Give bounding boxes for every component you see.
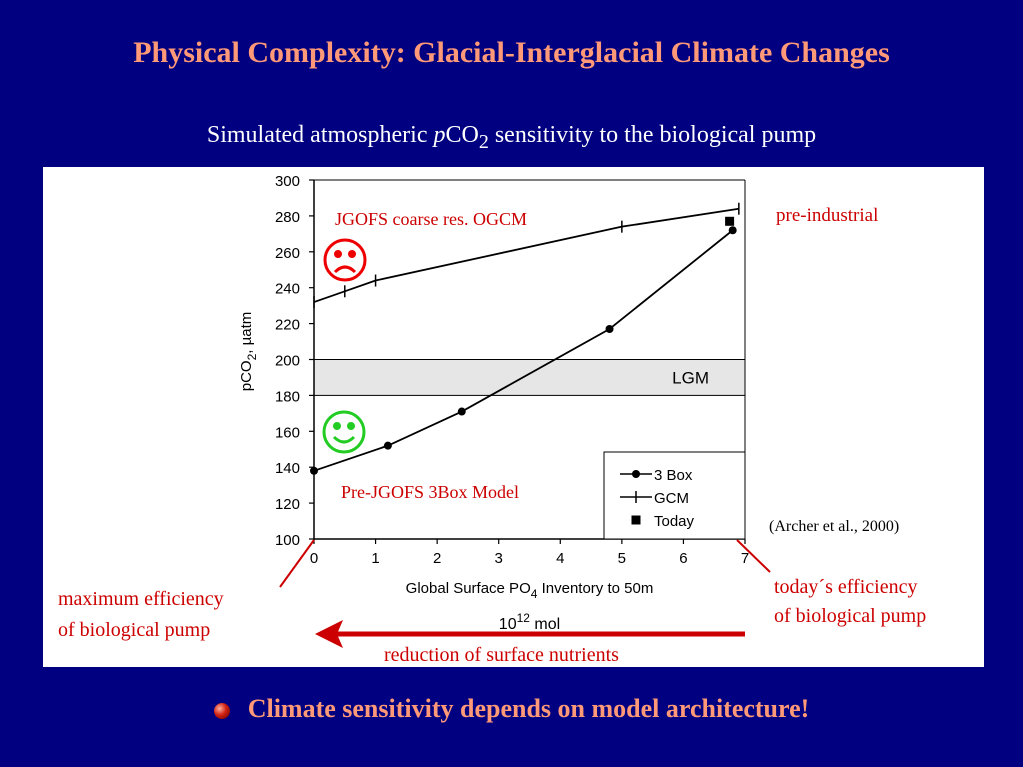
legend-box <box>603 451 746 540</box>
x-axis-title: Global Surface PO4 Inventory to 50m <box>406 580 654 601</box>
box-model-label: Pre-JGOFS 3Box Model <box>341 482 519 502</box>
legend-label-today: Today <box>654 513 695 530</box>
x-tick-label: 3 <box>495 550 503 567</box>
y-tick-label: 120 <box>275 496 300 513</box>
point-3-box <box>383 441 392 450</box>
y-axis-title-sub: 2 <box>245 353 259 360</box>
point-today <box>725 216 735 226</box>
happy-face-icon <box>322 410 366 454</box>
x-axis-title-suffix: Inventory to 50m <box>537 580 653 597</box>
x-axis-unit-sup: 12 <box>517 611 531 625</box>
y-axis-title-main: pCO <box>238 360 255 391</box>
subtitle-italic: p <box>433 122 446 148</box>
y-tick-label: 140 <box>275 460 300 477</box>
max-efficiency-label-2: of biological pump <box>58 619 210 641</box>
red-ball-bullet-icon <box>213 703 230 720</box>
x-tick-label: 6 <box>679 550 687 567</box>
x-tick-label: 2 <box>433 550 441 567</box>
max-efficiency-label: maximum efficiency <box>58 588 224 610</box>
today-efficiency-pointer <box>736 539 771 573</box>
x-axis-unit-suffix: mol <box>530 616 560 633</box>
legend-marker-today <box>631 515 641 525</box>
x-axis-title-main: Global Surface PO <box>406 580 531 597</box>
legend-label-3-box: 3 Box <box>654 467 693 484</box>
x-tick-label: 5 <box>618 550 626 567</box>
point-3-box <box>457 407 466 416</box>
y-tick-label: 220 <box>275 317 300 334</box>
figure-panel: LGM 100 120 140 160 180 200 220 240 260 280 300 0 1 2… <box>43 167 984 667</box>
point-3-box <box>728 226 737 235</box>
conclusion-text: Climate sensitivity depends on model arc… <box>247 694 810 723</box>
y-axis-title-suffix: , µatm <box>238 312 255 354</box>
y-tick-label: 100 <box>275 532 300 549</box>
y-tick-label: 160 <box>275 424 300 441</box>
x-tick-label: 0 <box>310 550 318 567</box>
legend-label-gcm: GCM <box>654 490 689 507</box>
legend-marker-3-box <box>632 470 640 478</box>
citation-label: (Archer et al., 2000) <box>769 518 899 535</box>
x-tick-label: 7 <box>741 550 749 567</box>
subtitle-sub: 2 <box>478 130 489 153</box>
y-tick-label: 280 <box>275 209 300 226</box>
slide-title: Physical Complexity: Glacial-Interglacia… <box>133 36 890 69</box>
max-efficiency-pointer <box>279 539 315 588</box>
x-tick-label: 4 <box>556 550 564 567</box>
sad-face-icon <box>323 238 367 282</box>
today-efficiency-label: today´s efficiency <box>774 576 917 598</box>
y-tick-label: 300 <box>275 173 300 190</box>
today-efficiency-label-2: of biological pump <box>774 605 926 627</box>
y-tick-label: 200 <box>275 353 300 370</box>
reduction-label: reduction of surface nutrients <box>384 644 619 666</box>
x-axis-unit-base: 10 <box>499 616 517 633</box>
subtitle-prefix: Simulated atmospheric <box>206 122 434 148</box>
subtitle-suffix: sensitivity to the biological pump <box>488 122 817 148</box>
x-axis-title-sub: 4 <box>531 587 538 601</box>
y-axis-title: pCO2, µatm <box>238 312 259 392</box>
left-arrow-icon <box>315 620 745 648</box>
subtitle-chem: CO <box>445 122 479 148</box>
gcm-model-label: JGOFS coarse res. OGCM <box>335 209 527 229</box>
lgm-band-label: LGM <box>672 368 709 387</box>
lgm-band <box>313 359 746 396</box>
conclusion-line: Climate sensitivity depends on model arc… <box>0 694 1023 724</box>
y-tick-label: 260 <box>275 245 300 262</box>
slide-subtitle: Simulated atmospheric pCO2 sensitivity t… <box>0 122 1023 154</box>
x-axis-unit: 1012 mol <box>499 611 560 633</box>
point-3-box <box>605 324 614 333</box>
preindustrial-label: pre-industrial <box>776 205 878 226</box>
y-tick-label: 180 <box>275 388 300 405</box>
y-tick-label: 240 <box>275 281 300 298</box>
x-tick-label: 1 <box>371 550 379 567</box>
point-3-box <box>310 466 318 475</box>
